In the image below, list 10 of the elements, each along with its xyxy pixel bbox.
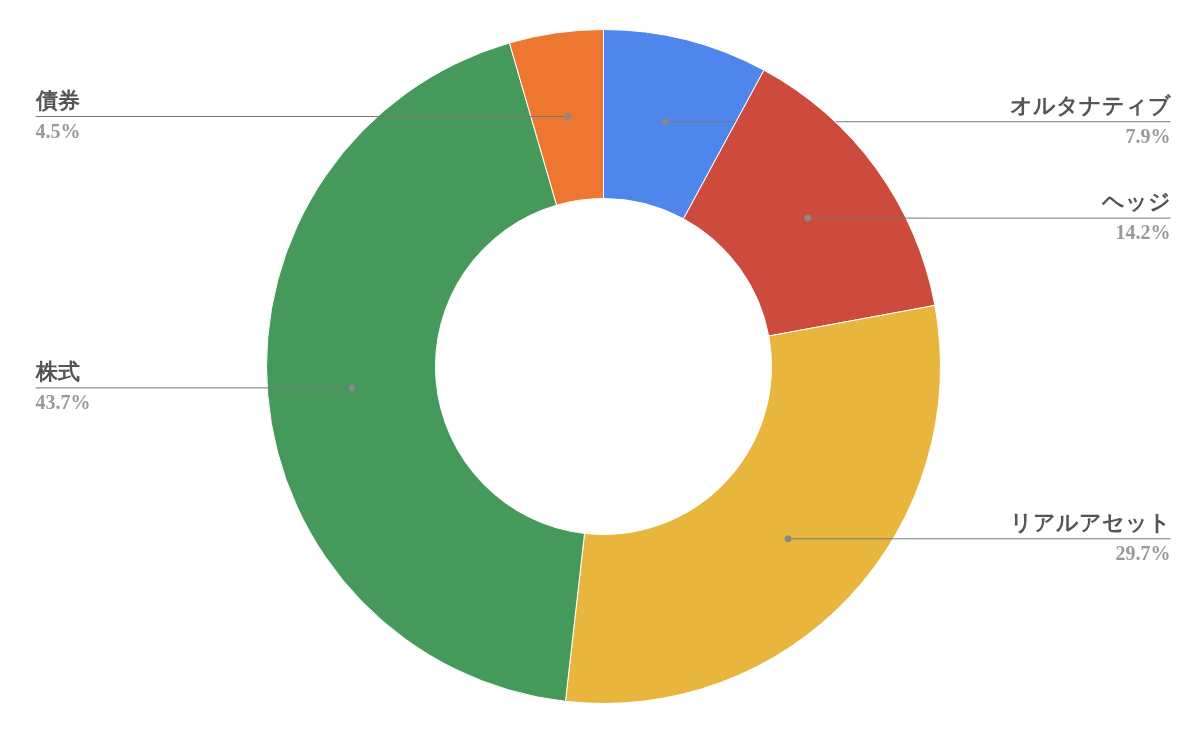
- slice-label: ヘッジ: [1100, 189, 1171, 215]
- data-label: 7.9%: [1125, 124, 1171, 147]
- slice-label: 債券: [34, 87, 80, 113]
- slice-label: リアルアセット: [1009, 509, 1171, 535]
- data-label: 14.2%: [1115, 221, 1171, 244]
- data-label: 4.5%: [35, 119, 81, 142]
- data-label: 29.7%: [1115, 541, 1171, 564]
- slice-label: 株式: [34, 358, 80, 384]
- slice-label: オルタナティブ: [1009, 92, 1172, 118]
- data-label: 43.7%: [35, 390, 91, 413]
